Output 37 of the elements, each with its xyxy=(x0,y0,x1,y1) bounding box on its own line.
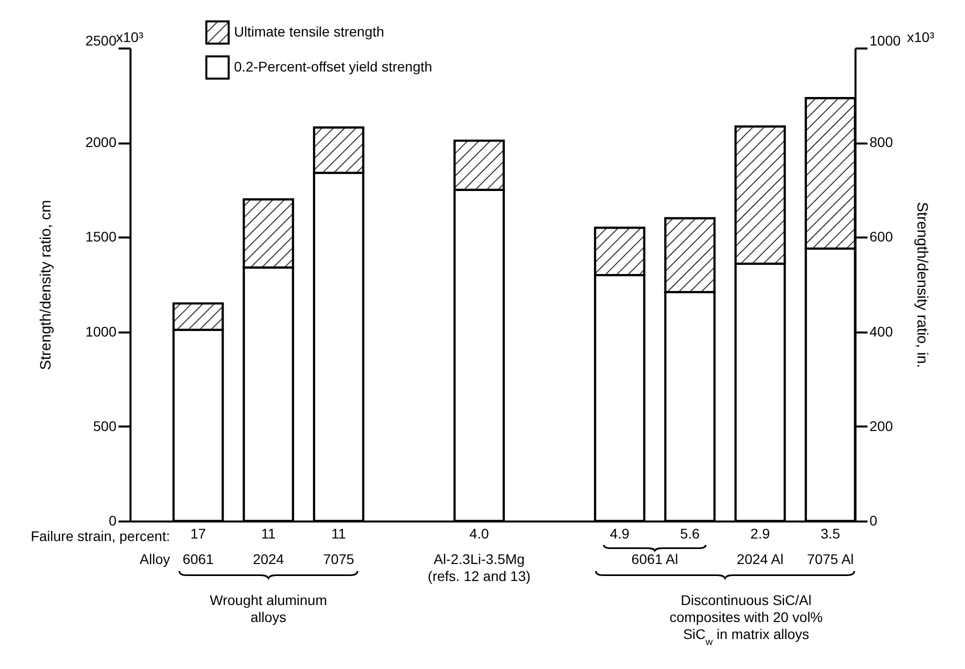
text: 7075 xyxy=(323,551,354,567)
y2-tick-label: 1000 xyxy=(870,32,901,48)
y2-tick-label: 400 xyxy=(870,323,894,340)
text: x10³ xyxy=(907,29,935,45)
x-tick-label: 11 xyxy=(261,526,276,542)
y2-axis-title: Strength/density ratio, in. xyxy=(914,202,931,368)
y-tick-label: 2000 xyxy=(85,134,117,150)
text: Discontinuous SiC/Al composites with 20 vol% SiC$_{w}$ in matrix alloys xyxy=(669,592,823,648)
x-tick-label: 5.6 xyxy=(680,526,700,542)
y2-tick-label: 0 xyxy=(870,512,878,528)
y-tick-label: 1500 xyxy=(85,228,117,245)
y2-tick-label: 800 xyxy=(870,134,894,150)
x-tick-label: 4.0 xyxy=(469,526,490,542)
y2-tick-label: 200 xyxy=(870,418,894,434)
y-tick-label: 0 xyxy=(108,512,117,528)
text: 7075 Al xyxy=(807,551,854,567)
text: Alloy xyxy=(140,551,170,567)
text: Al-2.3Li-3.5Mg (refs. 12 and 13) xyxy=(428,551,531,584)
text: 2024 xyxy=(252,551,284,567)
x-tick-label: 11 xyxy=(331,526,346,542)
y-tick-label: 2500 xyxy=(85,32,117,48)
text: 2024 Al xyxy=(736,551,784,567)
y2-tick-label: 600 xyxy=(870,228,894,245)
y-tick-label: 1000 xyxy=(85,323,117,340)
text: 6061 xyxy=(182,551,214,567)
text: Wrought aluminum alloys xyxy=(210,592,328,625)
x-tick-label: 3.5 xyxy=(820,526,840,542)
x-tick-label: 2.9 xyxy=(750,526,770,542)
legend-label: Ultimate tensile strength xyxy=(234,24,384,40)
x-tick-label: 17 xyxy=(190,526,206,542)
y-tick-label: 500 xyxy=(93,418,117,434)
text: 6061 Al xyxy=(631,551,678,567)
x-tick-label: 4.9 xyxy=(610,526,630,542)
y-axis-title: Strength/density ratio, cm xyxy=(38,200,54,370)
legend-label: 0.2-Percent-offset yield strength xyxy=(234,58,432,74)
text: Failure strain, percent: xyxy=(30,528,170,544)
text: x10³ xyxy=(116,29,144,45)
